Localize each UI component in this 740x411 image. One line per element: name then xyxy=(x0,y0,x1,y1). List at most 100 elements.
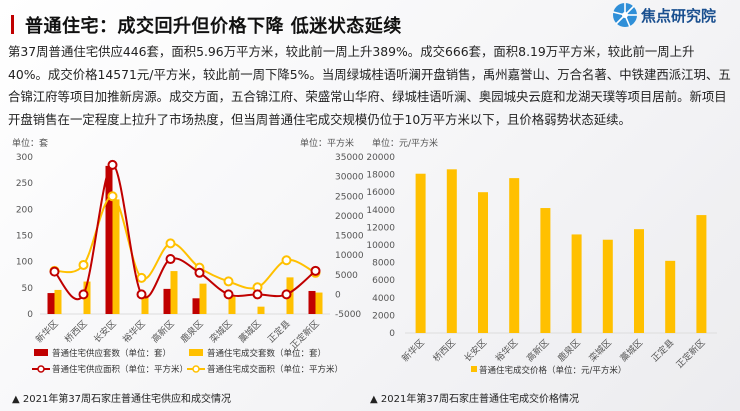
x-tick-label: 桥西区 xyxy=(62,318,90,346)
line-point xyxy=(107,191,118,202)
chart-caption-left: ▲ 2021年第37周石家庄普通住宅供应和成交情况 xyxy=(12,394,232,405)
line-point xyxy=(252,289,263,300)
legend-label-price: 普通住宅成交价格（单位：元/平方米） xyxy=(479,365,626,376)
y-tick-price: 10000 xyxy=(366,241,395,251)
bar-supply-count xyxy=(47,293,55,314)
line-deal-area xyxy=(54,195,316,290)
legend-marker xyxy=(37,365,45,373)
bar-price xyxy=(509,178,520,333)
line-point xyxy=(310,265,321,276)
legend-label: 普通住宅成交面积（单位：平方米） xyxy=(207,364,343,375)
y-tick-right: 35000 xyxy=(335,153,364,163)
y-tick-left: 250 xyxy=(16,179,33,189)
bar-price xyxy=(540,208,551,333)
y-tick-right: 0 xyxy=(335,290,341,300)
bar-price xyxy=(696,215,707,333)
line-point xyxy=(49,266,60,277)
bar-deal-count xyxy=(257,306,265,314)
price-axis-unit: 单位：元/平方米 xyxy=(372,137,438,149)
line-point xyxy=(165,238,176,249)
legend-swatch xyxy=(189,349,203,356)
line-point xyxy=(78,289,89,300)
bar-supply-count xyxy=(163,288,171,314)
line-supply-area xyxy=(53,163,317,301)
x-tick-label-price: 裕华区 xyxy=(493,337,521,365)
bar-deal-count xyxy=(170,271,178,314)
bar-supply-count xyxy=(192,298,200,314)
line-point xyxy=(136,272,147,283)
x-tick-label: 正定新区 xyxy=(288,318,322,352)
y-tick-price: 8000 xyxy=(372,259,395,269)
legend-label: 普通住宅供应套数（单位：套） xyxy=(52,348,171,359)
y-tick-price: 12000 xyxy=(366,223,395,233)
bar-supply-count xyxy=(308,290,316,314)
line-point xyxy=(281,255,292,266)
legend-label: 普通住宅供应面积（单位：平方米） xyxy=(52,364,188,375)
line-point xyxy=(165,254,176,265)
legend-marker xyxy=(192,365,200,373)
title-accent-bar xyxy=(11,15,14,34)
x-tick-label-price: 桥西区 xyxy=(430,337,458,365)
y-tick-left: 0 xyxy=(27,310,33,320)
x-tick-label-price: 藁城区 xyxy=(618,337,646,365)
y-tick-price: 0 xyxy=(389,329,395,339)
legend-label: 普通住宅成交套数（单位：套） xyxy=(207,348,326,359)
y-tick-price: 4000 xyxy=(372,294,395,304)
chart-caption-right: ▲ 2021年第37周石家庄普通住宅成交价格情况 xyxy=(370,394,580,405)
summary-paragraph: 第37周普通住宅供应446套，面积5.96万平方米，较此前一周上升389%。成交… xyxy=(8,44,731,127)
y-tick-left: 50 xyxy=(22,284,34,294)
bar-supply-count xyxy=(105,165,113,314)
y-tick-right: 10000 xyxy=(335,251,364,261)
logo: 焦点研究院 xyxy=(612,2,716,28)
y-tick-right: 5000 xyxy=(335,271,358,281)
y-tick-left: 300 xyxy=(16,153,33,163)
line-point xyxy=(223,289,234,300)
y-tick-price: 16000 xyxy=(366,188,395,198)
bar-price xyxy=(415,173,426,333)
x-tick-label: 藁城区 xyxy=(236,318,264,346)
line-point xyxy=(78,259,89,270)
bar-deal-count xyxy=(228,295,236,314)
line-point xyxy=(107,159,118,170)
y-tick-right: 30000 xyxy=(335,173,364,183)
left-axis-unit: 单位：套 xyxy=(12,137,48,149)
y-tick-price: 14000 xyxy=(366,206,395,216)
x-tick-label: 高新区 xyxy=(149,318,177,346)
bar-deal-count xyxy=(315,292,323,314)
x-tick-label: 鹿泉区 xyxy=(178,318,206,346)
bar-price xyxy=(571,234,582,333)
legend-swatch xyxy=(34,349,48,356)
bar-price xyxy=(602,239,613,333)
y-tick-price: 20000 xyxy=(366,153,395,163)
x-tick-label: 新华区 xyxy=(33,318,61,346)
x-tick-label: 长安区 xyxy=(91,318,119,346)
logo-text: 焦点研究院 xyxy=(641,6,717,25)
bar-price xyxy=(634,229,644,333)
y-tick-right: -5000 xyxy=(335,310,361,320)
x-tick-label-price: 长安区 xyxy=(462,337,490,365)
line-point xyxy=(194,267,205,278)
y-tick-left: 150 xyxy=(16,232,33,242)
page-title: 普通住宅：成交回升但价格下降 低迷状态延续 xyxy=(25,16,402,37)
bar-price xyxy=(446,169,457,333)
x-tick-label: 栾城区 xyxy=(207,318,235,346)
bar-deal-count xyxy=(112,199,120,314)
line-point xyxy=(136,289,147,300)
y-tick-right: 20000 xyxy=(335,212,364,222)
x-tick-label-price: 鹿泉区 xyxy=(555,337,583,365)
y-tick-right: 25000 xyxy=(335,192,364,202)
line-point xyxy=(223,276,234,287)
legend-swatch-price xyxy=(471,366,477,372)
x-tick-label: 裕华区 xyxy=(120,318,148,346)
y-tick-left: 100 xyxy=(16,258,33,268)
bar-deal-count xyxy=(54,289,62,314)
y-tick-price: 2000 xyxy=(372,311,395,321)
x-tick-label-price: 正定县 xyxy=(649,337,677,365)
x-tick-label-price: 高新区 xyxy=(524,337,552,365)
logo-icon xyxy=(612,3,637,28)
y-tick-left: 200 xyxy=(16,205,33,215)
y-tick-price: 18000 xyxy=(366,171,395,181)
bar-price xyxy=(478,192,488,333)
x-tick-label-price: 栾城区 xyxy=(586,337,614,365)
